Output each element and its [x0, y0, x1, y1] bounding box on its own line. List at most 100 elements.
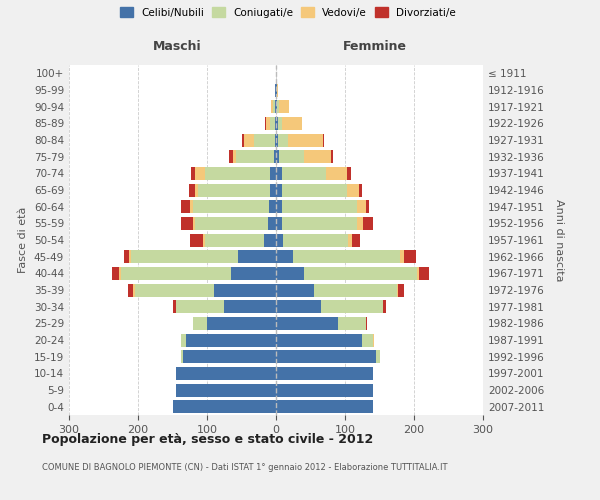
- Bar: [134, 284, 214, 296]
- Bar: [373, 334, 374, 346]
- Bar: [203, 234, 205, 246]
- Bar: [275, 117, 276, 130]
- Bar: [419, 267, 429, 280]
- Bar: [271, 184, 276, 196]
- Bar: [280, 150, 304, 163]
- Bar: [176, 367, 276, 380]
- Bar: [398, 284, 404, 296]
- Bar: [271, 167, 276, 180]
- Bar: [276, 134, 278, 146]
- Bar: [265, 117, 266, 130]
- Bar: [231, 267, 276, 280]
- Bar: [181, 350, 183, 363]
- Bar: [281, 184, 347, 196]
- Text: Femmine: Femmine: [343, 40, 407, 52]
- Bar: [176, 384, 276, 396]
- Bar: [129, 250, 131, 263]
- Text: Popolazione per età, sesso e stato civile - 2012: Popolazione per età, sesso e stato civil…: [42, 432, 373, 446]
- Bar: [376, 350, 380, 363]
- Bar: [363, 217, 373, 230]
- Bar: [236, 150, 274, 163]
- Bar: [321, 300, 383, 313]
- Bar: [224, 300, 276, 313]
- Bar: [358, 200, 365, 213]
- Bar: [281, 217, 358, 230]
- Bar: [242, 134, 244, 146]
- Bar: [128, 284, 133, 296]
- Bar: [276, 284, 314, 296]
- Bar: [275, 84, 276, 96]
- Bar: [276, 350, 376, 363]
- Y-axis label: Fasce di età: Fasce di età: [19, 207, 28, 273]
- Bar: [190, 234, 203, 246]
- Bar: [176, 300, 224, 313]
- Bar: [397, 284, 398, 296]
- Bar: [304, 150, 331, 163]
- Legend: Celibi/Nubili, Coniugati/e, Vedovi/e, Divorziati/e: Celibi/Nubili, Coniugati/e, Vedovi/e, Di…: [118, 5, 458, 20]
- Bar: [362, 334, 373, 346]
- Bar: [276, 100, 277, 113]
- Bar: [268, 217, 276, 230]
- Bar: [173, 400, 276, 413]
- Bar: [270, 117, 275, 130]
- Bar: [266, 117, 270, 130]
- Bar: [276, 167, 281, 180]
- Bar: [404, 250, 416, 263]
- Bar: [366, 317, 367, 330]
- Bar: [194, 184, 198, 196]
- Bar: [124, 250, 129, 263]
- Bar: [191, 167, 194, 180]
- Bar: [131, 250, 238, 263]
- Bar: [205, 167, 271, 180]
- Bar: [273, 100, 275, 113]
- Bar: [278, 134, 289, 146]
- Bar: [263, 234, 276, 246]
- Bar: [349, 234, 352, 246]
- Bar: [304, 267, 418, 280]
- Bar: [276, 84, 277, 96]
- Bar: [190, 200, 193, 213]
- Bar: [326, 167, 347, 180]
- Bar: [279, 100, 289, 113]
- Bar: [181, 334, 187, 346]
- Bar: [214, 284, 276, 296]
- Bar: [276, 367, 373, 380]
- Bar: [207, 317, 276, 330]
- Bar: [112, 267, 119, 280]
- Bar: [193, 217, 195, 230]
- Bar: [293, 250, 400, 263]
- Bar: [119, 267, 121, 280]
- Bar: [314, 284, 397, 296]
- Bar: [229, 150, 233, 163]
- Bar: [276, 300, 321, 313]
- Bar: [181, 217, 193, 230]
- Bar: [283, 234, 349, 246]
- Bar: [244, 134, 254, 146]
- Bar: [338, 317, 366, 330]
- Bar: [276, 250, 293, 263]
- Bar: [205, 234, 263, 246]
- Bar: [195, 217, 268, 230]
- Bar: [121, 267, 231, 280]
- Bar: [347, 184, 359, 196]
- Bar: [276, 317, 338, 330]
- Bar: [366, 200, 369, 213]
- Bar: [281, 117, 302, 130]
- Bar: [277, 84, 278, 96]
- Bar: [281, 167, 326, 180]
- Bar: [198, 184, 271, 196]
- Bar: [187, 334, 276, 346]
- Bar: [276, 150, 280, 163]
- Bar: [418, 267, 419, 280]
- Bar: [277, 100, 279, 113]
- Bar: [193, 317, 207, 330]
- Bar: [276, 217, 281, 230]
- Bar: [173, 300, 176, 313]
- Bar: [238, 250, 276, 263]
- Bar: [347, 167, 350, 180]
- Bar: [193, 200, 269, 213]
- Bar: [276, 234, 283, 246]
- Bar: [275, 100, 276, 113]
- Bar: [271, 100, 273, 113]
- Bar: [189, 184, 194, 196]
